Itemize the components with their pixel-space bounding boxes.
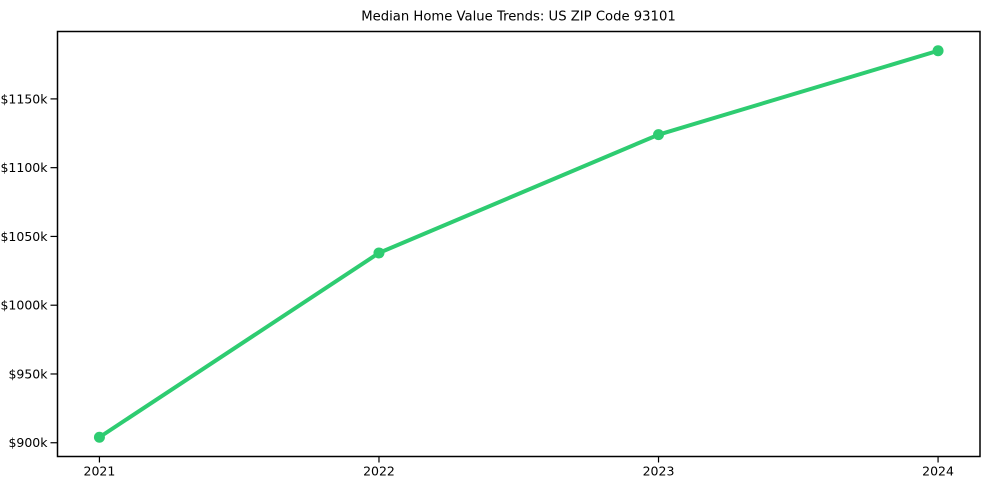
x-tick-label: 2023	[643, 464, 675, 479]
y-axis: $900k $950k $1000k $1050k $1100k $1150k	[0, 91, 58, 450]
y-tick-label: $900k	[8, 435, 48, 450]
data-point-marker	[932, 45, 944, 57]
x-tick-label: 2021	[84, 464, 116, 479]
series-line	[97, 48, 941, 440]
y-tick-label: $1150k	[0, 91, 48, 106]
y-tick-label: $1100k	[0, 160, 48, 175]
data-point-markers	[93, 45, 944, 443]
plot-area-frame	[56, 30, 981, 458]
x-tick-label: 2024	[922, 464, 954, 479]
chart-title: Median Home Value Trends: US ZIP Code 93…	[361, 10, 675, 25]
y-tick-label: $950k	[8, 366, 48, 381]
data-point-marker	[373, 247, 385, 259]
data-point-marker	[93, 431, 105, 443]
x-tick-label: 2022	[363, 464, 395, 479]
y-tick-label: $1050k	[0, 229, 48, 244]
data-point-marker	[653, 129, 665, 141]
x-axis: 2021 2022 2023 2024	[84, 456, 954, 479]
y-tick-label: $1000k	[0, 298, 48, 313]
